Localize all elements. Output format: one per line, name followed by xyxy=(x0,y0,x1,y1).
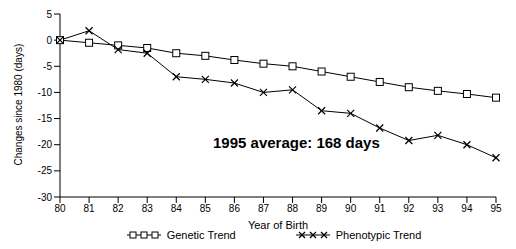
svg-text:83: 83 xyxy=(142,203,154,214)
svg-text:-20: -20 xyxy=(38,139,53,150)
svg-text:87: 87 xyxy=(258,203,270,214)
svg-text:91: 91 xyxy=(374,203,386,214)
svg-text:86: 86 xyxy=(229,203,241,214)
svg-text:90: 90 xyxy=(345,203,357,214)
svg-text:93: 93 xyxy=(432,203,444,214)
svg-text:-25: -25 xyxy=(38,165,53,176)
svg-text:82: 82 xyxy=(113,203,125,214)
svg-text:88: 88 xyxy=(287,203,299,214)
svg-text:Year of Birth: Year of Birth xyxy=(248,219,308,231)
svg-text:-10: -10 xyxy=(38,87,53,98)
svg-text:-30: -30 xyxy=(38,192,53,203)
svg-text:-15: -15 xyxy=(38,113,53,124)
svg-text:Changes since 1980 (days): Changes since 1980 (days) xyxy=(13,44,24,166)
svg-text:84: 84 xyxy=(171,203,183,214)
svg-text:94: 94 xyxy=(461,203,473,214)
svg-text:89: 89 xyxy=(316,203,328,214)
html-text:Phenotypic Trend: Phenotypic Trend xyxy=(335,229,422,241)
html-text:Genetic Trend: Genetic Trend xyxy=(166,229,236,241)
svg-text:0: 0 xyxy=(46,35,52,46)
html-text:1995 average: 168 days: 1995 average: 168 days xyxy=(213,134,380,151)
svg-text:80: 80 xyxy=(54,203,66,214)
svg-text:92: 92 xyxy=(403,203,415,214)
svg-text:-5: -5 xyxy=(43,61,52,72)
svg-text:95: 95 xyxy=(490,203,502,214)
svg-text:81: 81 xyxy=(84,203,96,214)
svg-text:5: 5 xyxy=(46,9,52,20)
svg-text:85: 85 xyxy=(200,203,212,214)
